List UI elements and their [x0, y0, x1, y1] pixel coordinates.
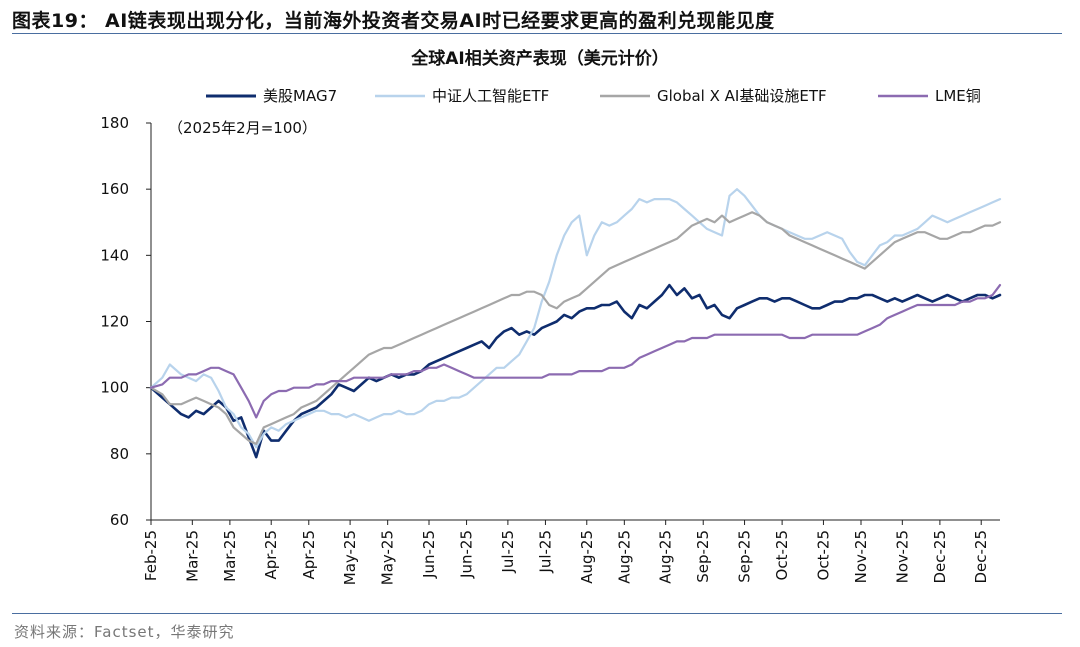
figure-title: 图表19： AI链表现出现分化，当前海外投资者交易AI时已经要求更高的盈利兑现能…	[12, 10, 775, 32]
bottom-divider	[12, 613, 1062, 614]
x-tick-label: Jul-25	[499, 530, 517, 574]
legend: 美股MAG7 中证人工智能ETF Global X AI基础设施ETF LME铜	[206, 87, 981, 105]
x-tick-label: Aug-25	[578, 530, 596, 584]
y-tick-label: 140	[100, 246, 129, 264]
series-line-4	[149, 284, 1002, 419]
top-divider	[12, 33, 1062, 34]
x-tick-label: Mar-25	[221, 530, 239, 582]
legend-label-1: 美股MAG7	[263, 87, 337, 105]
x-tick-label: Mar-25	[183, 530, 201, 582]
x-tick-label: Jun-25	[420, 530, 438, 579]
x-tick-label: Apr-25	[262, 530, 280, 580]
x-tick-label: Aug-25	[657, 530, 675, 584]
x-tick-label: May-25	[341, 530, 359, 585]
y-tick-label: 180	[100, 114, 129, 132]
y-tick-label: 100	[100, 379, 129, 397]
x-tick-label: Feb-25	[142, 530, 160, 581]
source-note: 资料来源：Factset，华泰研究	[14, 623, 235, 641]
series-line-1	[149, 283, 1002, 459]
series-line-3	[149, 211, 1002, 445]
x-tick-label: Oct-25	[814, 530, 832, 580]
chart-annotation: （2025年2月=100）	[168, 119, 317, 137]
x-tick-label: Sep-25	[736, 530, 754, 583]
series-lines	[149, 188, 1002, 459]
legend-label-2: 中证人工智能ETF	[432, 87, 549, 105]
x-tick-label: Sep-25	[694, 530, 712, 583]
legend-label-3: Global X AI基础设施ETF	[657, 87, 827, 105]
x-tick-label: Dec-25	[972, 530, 990, 584]
y-tick-label: 120	[100, 313, 129, 331]
chart-title: 全球AI相关资产表现（美元计价）	[410, 48, 668, 69]
x-tick-label: Nov-25	[852, 530, 870, 583]
x-axis: Feb-25 Mar-25 Mar-25 Apr-25 Apr-25 May-25 May-…	[142, 519, 1000, 585]
y-axis: 60 80 100 120 140 160 180	[100, 114, 152, 529]
x-tick-label: Oct-25	[773, 530, 791, 580]
x-tick-label: Apr-25	[300, 530, 318, 580]
x-tick-label: Aug-25	[615, 530, 633, 584]
x-tick-label: Nov-25	[893, 530, 911, 583]
y-tick-label: 160	[100, 180, 129, 198]
series-line-2	[149, 188, 1002, 449]
x-tick-label: Dec-25	[931, 530, 949, 584]
x-tick-label: May-25	[379, 530, 397, 585]
x-tick-label: Jun-25	[458, 530, 476, 579]
y-tick-label: 60	[110, 511, 129, 529]
x-tick-label: Jul-25	[536, 530, 554, 574]
legend-label-4: LME铜	[935, 87, 981, 105]
y-tick-label: 80	[110, 445, 129, 463]
